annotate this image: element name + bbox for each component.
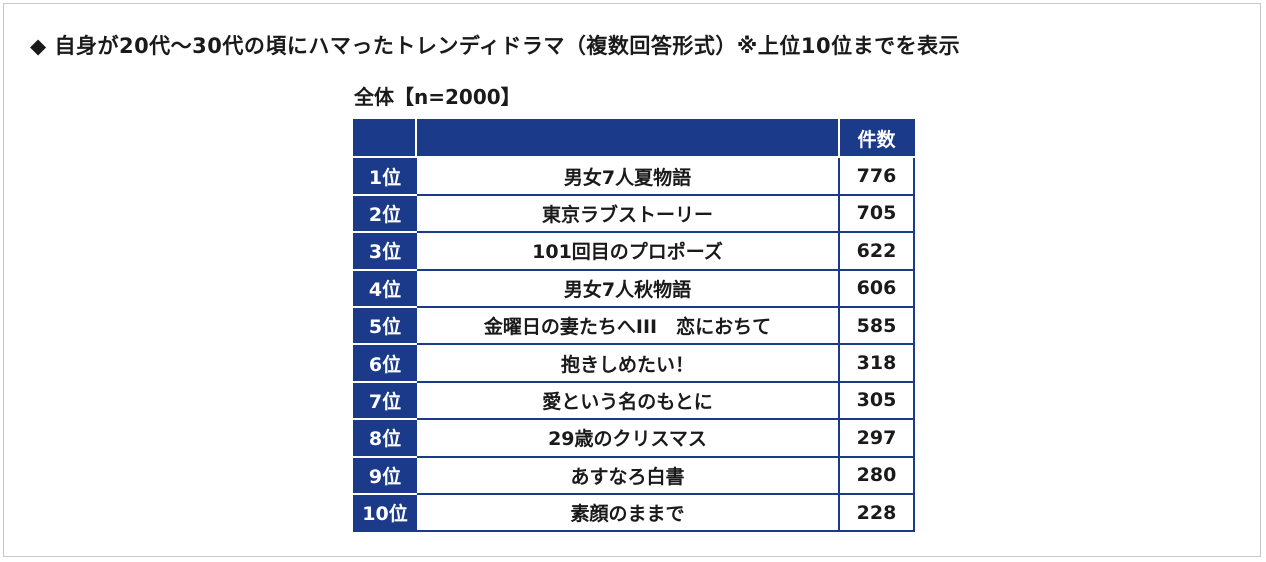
drama-title-cell: 金曜日の妻たちへIII 恋におちて xyxy=(416,306,840,346)
count-cell: 585 xyxy=(839,306,915,346)
table-row: 2位 東京ラブストーリー 705 xyxy=(353,194,915,234)
count-cell: 228 xyxy=(839,493,915,533)
count-cell: 705 xyxy=(839,194,915,234)
rank-cell: 9位 xyxy=(353,456,417,495)
count-cell: 297 xyxy=(839,419,915,458)
drama-ranking-table: 件数 1位 男女7人夏物語 776 2位 東京ラブストーリー 705 3位 10… xyxy=(353,118,915,533)
drama-title-cell: 愛という名のもとに xyxy=(416,381,840,421)
rank-cell: 2位 xyxy=(353,194,417,234)
table-row: 6位 抱きしめたい！ 318 xyxy=(353,344,915,383)
page-heading: ◆ 自身が20代～30代の頃にハマったトレンディドラマ（複数回答形式）※上位10… xyxy=(30,34,961,58)
table-row: 5位 金曜日の妻たちへIII 恋におちて 585 xyxy=(353,306,915,346)
table-row: 8位 29歳のクリスマス 297 xyxy=(353,419,915,458)
rank-cell: 4位 xyxy=(353,269,417,308)
drama-title-cell: あすなろ白書 xyxy=(416,456,840,495)
rank-cell: 5位 xyxy=(353,306,417,346)
drama-title-cell: 男女7人秋物語 xyxy=(416,269,840,308)
drama-title-cell: 29歳のクリスマス xyxy=(416,419,840,458)
drama-title-cell: 101回目のプロポーズ xyxy=(416,232,840,271)
rank-cell: 3位 xyxy=(353,232,417,271)
header-title-cell xyxy=(415,118,840,159)
table-header-row: 件数 xyxy=(353,118,915,159)
count-cell: 622 xyxy=(839,232,915,271)
table-row: 7位 愛という名のもとに 305 xyxy=(353,381,915,421)
rank-cell: 10位 xyxy=(353,493,417,533)
rank-cell: 8位 xyxy=(353,419,417,458)
rank-cell: 7位 xyxy=(353,381,417,421)
sample-size-label: 全体【n=2000】 xyxy=(354,85,521,109)
drama-title-cell: 素顔のままで xyxy=(416,493,840,533)
rank-cell: 6位 xyxy=(353,344,417,383)
table-row: 1位 男女7人夏物語 776 xyxy=(353,157,915,196)
table-row: 10位 素顔のままで 228 xyxy=(353,493,915,533)
count-cell: 606 xyxy=(839,269,915,308)
count-cell: 280 xyxy=(839,456,915,495)
header-count-cell: 件数 xyxy=(838,118,915,159)
count-cell: 776 xyxy=(839,157,915,196)
count-cell: 318 xyxy=(839,344,915,383)
table-row: 3位 101回目のプロポーズ 622 xyxy=(353,232,915,271)
drama-title-cell: 抱きしめたい！ xyxy=(416,344,840,383)
drama-title-cell: 男女7人夏物語 xyxy=(416,157,840,196)
rank-cell: 1位 xyxy=(353,157,417,196)
drama-title-cell: 東京ラブストーリー xyxy=(416,194,840,234)
header-rank-cell xyxy=(353,118,417,159)
table-row: 9位 あすなろ白書 280 xyxy=(353,456,915,495)
count-cell: 305 xyxy=(839,381,915,421)
table-row: 4位 男女7人秋物語 606 xyxy=(353,269,915,308)
